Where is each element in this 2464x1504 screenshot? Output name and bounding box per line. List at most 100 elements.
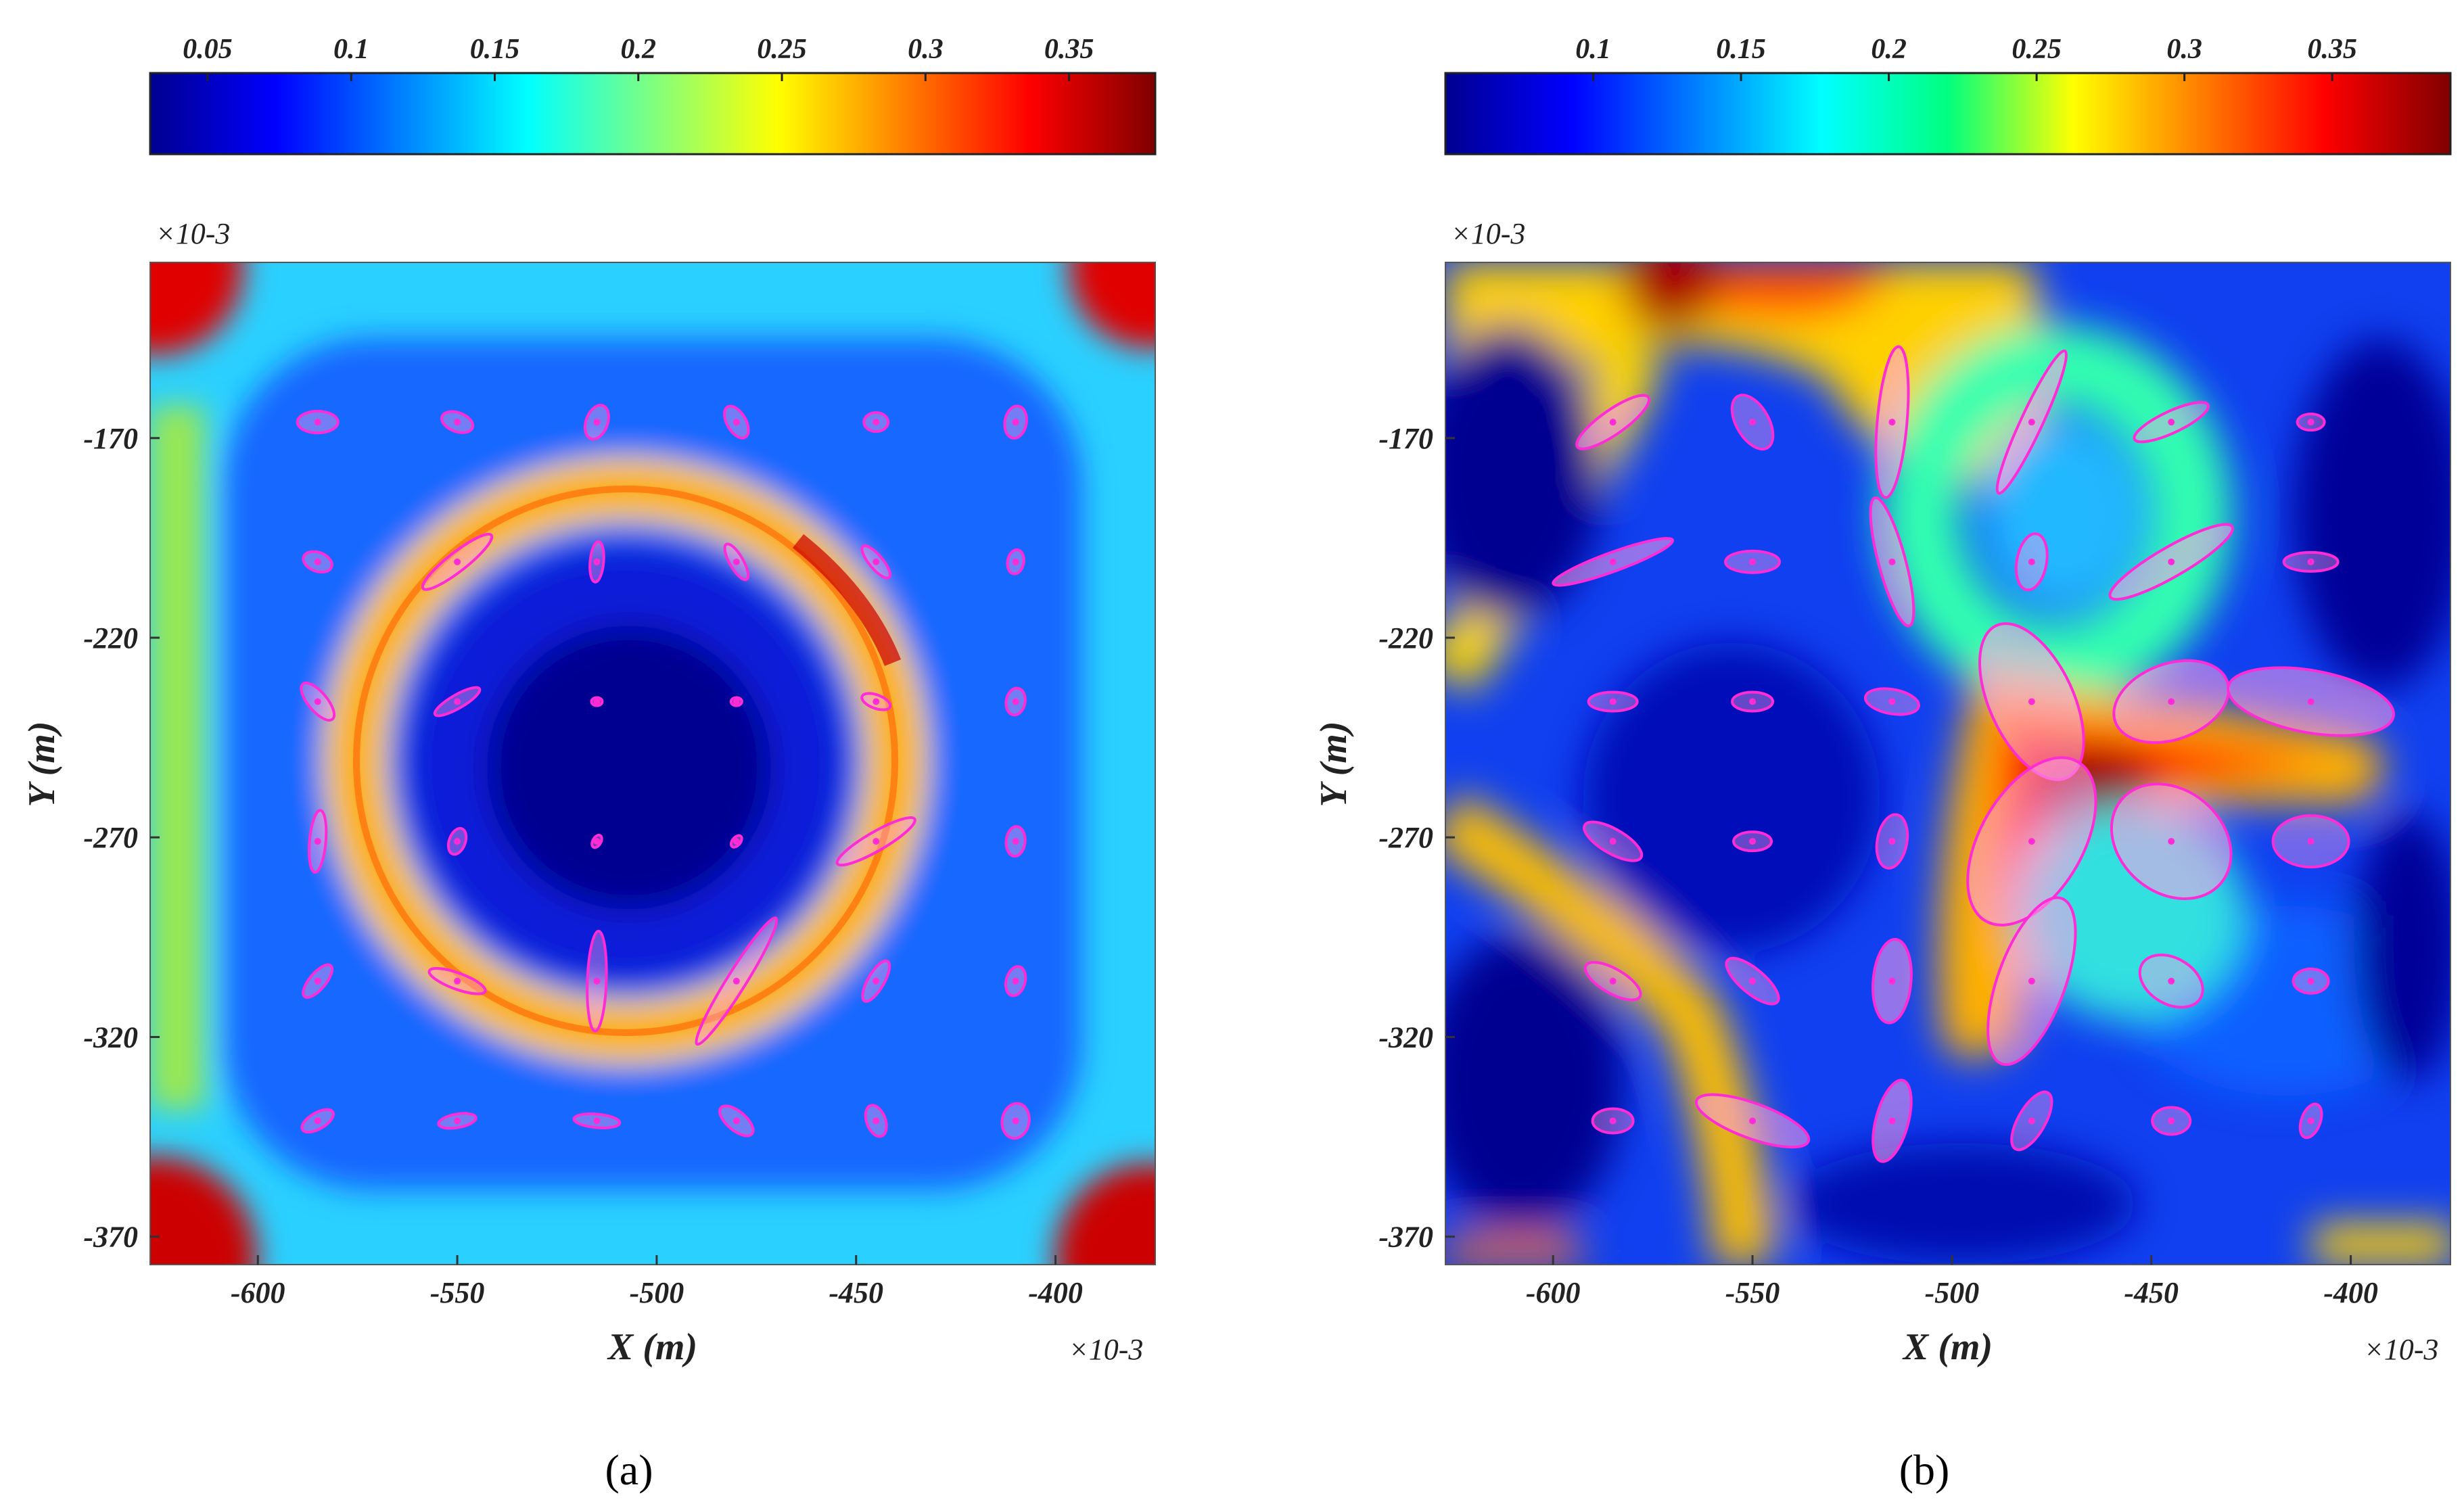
- colorbar-tick-label: 0.35: [2307, 34, 2357, 65]
- ellipse-center-point: [873, 1117, 880, 1125]
- ellipse-center-point: [1012, 558, 1019, 565]
- ellipse-center-point: [2307, 558, 2315, 565]
- colorbar-tick-label: 0.1: [1575, 34, 1611, 65]
- ellipse-center-point: [1609, 558, 1617, 565]
- ellipse-center-point: [454, 1117, 461, 1125]
- ellipse-center-point: [2307, 977, 2315, 985]
- x-ticks-b: -600 -550 -500 -450 -400: [1526, 1255, 2378, 1309]
- ellipse-center-point: [1609, 977, 1617, 985]
- y-axis-label-b: Y (m): [1313, 722, 1355, 807]
- ellipse-center-point: [733, 698, 740, 705]
- ellipse-center-point: [2168, 698, 2175, 705]
- colorbar-tick-label: 0.35: [1044, 34, 1094, 65]
- ellipse-center-point: [733, 838, 740, 845]
- colorbar-tick-label: 0.2: [1871, 34, 1907, 65]
- x-tick-label: -500: [630, 1276, 684, 1309]
- plot-frame-a: [149, 262, 1156, 1265]
- panel-b: 0.1 0.15 0.2 0.25 0.3 0.35: [1313, 34, 2452, 1494]
- x-tick-label: -500: [1925, 1276, 1980, 1309]
- ellipse-center-point: [2028, 977, 2035, 985]
- ellipse-center-point: [2168, 419, 2175, 426]
- y-tick-label: -270: [83, 821, 138, 854]
- ellipse-center-point: [1749, 1117, 1757, 1125]
- ellipse-center-point: [454, 838, 461, 845]
- ellipse-center-point: [2028, 838, 2035, 845]
- y-tick-label: -320: [83, 1020, 138, 1054]
- x-multiplier-b: ×10-3: [2364, 1333, 2438, 1366]
- ellipse-center-point: [454, 558, 461, 565]
- ellipse-center-point: [1888, 838, 1896, 845]
- colorbar-tick-label: 0.3: [2166, 34, 2202, 65]
- y-tick-label: -220: [83, 621, 138, 655]
- ellipse-center-point: [454, 698, 461, 705]
- plot-frame-b: [1445, 262, 2451, 1265]
- x-multiplier-a: ×10-3: [1069, 1333, 1143, 1366]
- panel-label-a: (a): [605, 1446, 653, 1494]
- ellipse-center-point: [2028, 1117, 2035, 1125]
- ellipse-center-point: [593, 558, 601, 565]
- ellipse-center-point: [733, 558, 740, 565]
- ellipse-center-point: [593, 977, 601, 985]
- ellipse-center-point: [873, 838, 880, 845]
- ellipse-center-point: [873, 977, 880, 985]
- colorbar-tick-label: 0.25: [2012, 34, 2062, 65]
- ellipses-a: [296, 404, 1031, 1140]
- ellipse-center-point: [1609, 838, 1617, 845]
- colorbar-tick-label: 0.15: [470, 34, 520, 65]
- colorbar-tick-label: 0.3: [908, 34, 944, 65]
- ellipse-center-point: [593, 419, 601, 426]
- ellipse-center-point: [1609, 698, 1617, 705]
- colorbar-b: [1444, 72, 2452, 156]
- y-ticks-a: -170 -220 -270 -320 -370: [83, 422, 160, 1254]
- ellipse-center-point: [1609, 419, 1617, 426]
- colorbar-tick-label: 0.05: [183, 34, 233, 65]
- ellipse-center-point: [1888, 977, 1896, 985]
- colorbar-tick-label: 0.15: [1716, 34, 1766, 65]
- ellipse-center-point: [2168, 977, 2175, 985]
- ellipse-center-point: [1012, 698, 1019, 705]
- ellipse-center-point: [1888, 419, 1896, 426]
- ellipse-center-point: [593, 838, 601, 845]
- ellipse-center-point: [873, 698, 880, 705]
- x-tick-label: -450: [2124, 1276, 2179, 1309]
- ellipse-center-point: [1012, 419, 1019, 426]
- x-tick-label: -450: [829, 1276, 883, 1309]
- ellipse-center-point: [314, 977, 321, 985]
- ellipse-center-point: [2307, 838, 2315, 845]
- ellipse-center-point: [1749, 419, 1757, 426]
- x-ticks-a: -600 -550 -500 -450 -400: [231, 1255, 1083, 1309]
- ellipse-center-point: [2028, 558, 2035, 565]
- ellipse-center-point: [2168, 838, 2175, 845]
- ellipse-center-point: [1888, 558, 1896, 565]
- ellipse-center-point: [2028, 419, 2035, 426]
- ellipse-center-point: [454, 419, 461, 426]
- y-multiplier-b: ×10-3: [1451, 217, 1525, 250]
- y-multiplier-a: ×10-3: [156, 217, 230, 250]
- ellipse-center-point: [593, 1117, 601, 1125]
- y-ticks-b: -170 -220 -270 -320 -370: [1378, 422, 1455, 1254]
- ellipse-center-point: [1609, 1117, 1617, 1125]
- ellipse-center-point: [1749, 698, 1757, 705]
- ellipse-center-point: [454, 977, 461, 985]
- ellipse-center-point: [2307, 419, 2315, 426]
- x-tick-label: -600: [1526, 1276, 1581, 1309]
- y-tick-label: -170: [1378, 422, 1433, 455]
- colorbar-ticks-a: 0.05 0.1 0.15 0.2 0.25 0.3 0.35: [183, 34, 1094, 81]
- ellipse-center-point: [2028, 698, 2035, 705]
- colorbar-tick-label: 0.1: [333, 34, 369, 65]
- ellipse-center-point: [873, 419, 880, 426]
- y-tick-label: -370: [1378, 1221, 1433, 1254]
- y-axis-label-a: Y (m): [21, 722, 63, 807]
- y-tick-label: -220: [1378, 621, 1433, 655]
- panel-label-b: (b): [1899, 1446, 1950, 1494]
- x-axis-label-a: X (m): [607, 1326, 697, 1368]
- ellipse-center-point: [733, 419, 740, 426]
- ellipse-center-point: [2168, 558, 2175, 565]
- ellipse-center-point: [2307, 698, 2315, 705]
- ellipse-center-point: [314, 1117, 321, 1125]
- ellipse-center-point: [1012, 838, 1019, 845]
- x-tick-label: -400: [1028, 1276, 1083, 1309]
- ellipse-center-point: [1012, 977, 1019, 985]
- heatmap-a: [150, 262, 1155, 1265]
